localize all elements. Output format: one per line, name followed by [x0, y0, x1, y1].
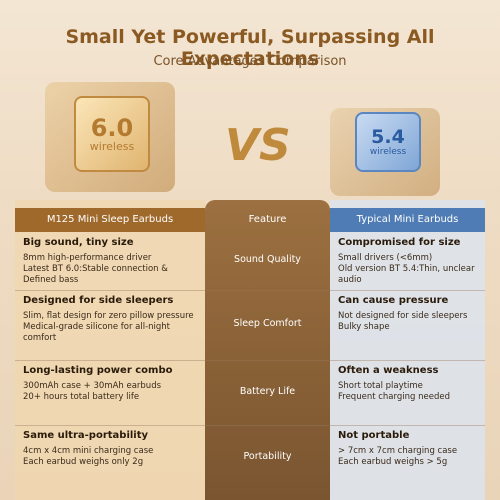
feature-label: Sound Quality: [234, 254, 301, 265]
cell-line: Old version BT 5.4:Thin, unclear audio: [338, 263, 475, 286]
cell-line: 8mm high-performance driver: [23, 252, 152, 263]
cell-heading: Designed for side sleepers: [23, 295, 174, 306]
cell-line: 20+ hours total battery life: [23, 391, 140, 402]
cell-line: Slim, flat design for zero pillow pressu…: [23, 310, 194, 321]
cell-line: Frequent charging needed: [338, 391, 450, 402]
cell-line: 4cm x 4cm mini charging case: [23, 445, 154, 456]
cell-heading: Big sound, tiny size: [23, 237, 134, 248]
chip-version: 5.4: [371, 125, 405, 148]
right-column: [330, 200, 485, 500]
separator: [15, 425, 485, 426]
cell-line: Not designed for side sleepers: [338, 310, 468, 321]
chip-version: 6.0: [90, 113, 134, 142]
cell-line: Latest BT 6.0:Stable connection & Define…: [23, 263, 168, 286]
cell-line: Each earbud weighs only 2g: [23, 456, 144, 467]
subtitle: Core Advantages Comparison: [153, 54, 347, 69]
title: Small Yet Powerful, Surpassing All Expec…: [65, 26, 435, 70]
right-cell: Not portable > 7cm x 7cm charging case Eac…: [330, 429, 485, 490]
cell-heading: Compromised for size: [338, 237, 461, 248]
chip-label: wireless: [89, 139, 135, 153]
left-column: [15, 200, 205, 500]
chip-right: 5.4 wireless: [355, 112, 421, 172]
cell-line: 300mAh case + 30mAh earbuds: [23, 380, 162, 391]
chip-left: 6.0 wireless: [74, 96, 150, 172]
right-cell: Often a weakness Short total playtime Freq…: [330, 364, 485, 425]
cell-line: > 7cm x 7cm charging case: [338, 445, 458, 456]
left-cell: Designed for side sleepers Slim, flat des…: [15, 294, 205, 360]
separator: [15, 360, 485, 361]
cell-heading: Not portable: [338, 430, 410, 441]
header-feature: Feature: [248, 214, 287, 225]
cell-line: Bulky shape: [338, 321, 390, 332]
feature-label: Sleep Comfort: [233, 318, 302, 329]
left-cell: Same ultra-portability 4cm x 4cm mini cha…: [15, 429, 205, 490]
right-cell: Can cause pressure Not designed for side …: [330, 294, 485, 360]
cell-line: Medical-grade silicone for all-night com…: [23, 321, 171, 344]
cell-heading: Can cause pressure: [338, 295, 449, 306]
header-left: M125 Mini Sleep Earbuds: [15, 208, 205, 232]
feature-label: Battery Life: [239, 385, 296, 397]
cell-line: Short total playtime: [338, 380, 423, 391]
cell-line: Small drivers (<6mm): [338, 252, 433, 263]
right-cell: Compromised for size Small drivers (<6mm)…: [330, 236, 485, 290]
cell-heading: Often a weakness: [338, 365, 439, 376]
left-cell: Big sound, tiny size 8mm high-performance…: [15, 236, 205, 290]
feature-label: Portability: [243, 450, 292, 462]
chip-label: wireless: [369, 146, 407, 157]
cell-line: Each earbud weighs > 5g: [338, 456, 448, 467]
cell-heading: Same ultra-portability: [23, 430, 149, 441]
header-right: Typical Mini Earbuds: [330, 208, 485, 232]
left-cell: Long-lasting power combo 300mAh case + 30…: [15, 364, 205, 425]
separator: [15, 290, 485, 291]
feature-column: [205, 200, 330, 500]
vs: VS: [225, 120, 291, 171]
cell-heading: Long-lasting power combo: [23, 365, 173, 376]
